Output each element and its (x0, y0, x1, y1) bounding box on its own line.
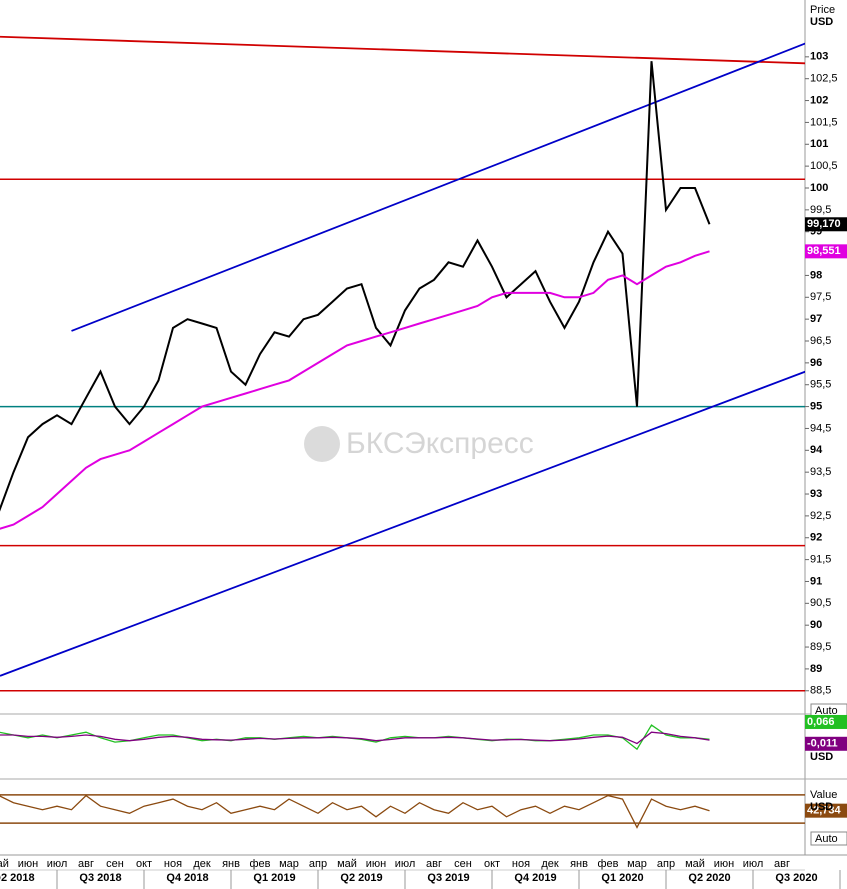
auto-button[interactable] (810, 831, 847, 846)
x-tick-label: май (0, 858, 9, 870)
x-tick-label: янв (222, 858, 240, 870)
x-tick-label: фев (249, 858, 270, 870)
x-tick-label: май (685, 858, 705, 870)
x-tick-label: дек (193, 858, 211, 870)
x-tick-label: июн (714, 858, 734, 870)
quarter-label: Q4 2019 (514, 872, 556, 884)
price-tag-label: -0,011 (807, 738, 838, 750)
x-tick-label: ноя (512, 858, 530, 870)
y-tick-label: 91 (810, 575, 822, 587)
trend-line (0, 35, 805, 65)
x-tick-label: авг (774, 858, 790, 870)
x-tick-label: окт (484, 858, 500, 870)
y-tick-label: 103 (810, 51, 828, 63)
x-tick-label: апр (657, 858, 675, 870)
y-tick-label: 95 (810, 400, 822, 412)
x-tick-label: июл (395, 858, 416, 870)
quarter-label: Q3 2019 (427, 872, 469, 884)
y-tick-label: 92 (810, 532, 822, 544)
x-tick-label: мар (279, 858, 299, 870)
x-tick-label: ноя (164, 858, 182, 870)
y-tick-label: 101,5 (810, 116, 838, 128)
x-tick-label: фев (597, 858, 618, 870)
price-tag (805, 217, 847, 232)
auto-label: Auto (815, 705, 838, 717)
plot-area (0, 35, 805, 692)
y-tick-label: 90 (810, 619, 822, 631)
plot-area (0, 794, 805, 829)
plot-area (0, 724, 710, 751)
series-line (0, 250, 710, 530)
watermark-logo (304, 426, 340, 462)
series-line (0, 731, 710, 745)
y-tick-label: 97,5 (810, 291, 831, 303)
x-tick-label: мар (627, 858, 647, 870)
quarter-label: Q2 2019 (340, 872, 382, 884)
y-tick-label: 89 (810, 663, 822, 675)
price-tag (805, 803, 847, 818)
x-tick-label: июл (743, 858, 764, 870)
quarter-label: Q2 2020 (688, 872, 730, 884)
x-tick-label: сен (106, 858, 124, 870)
y-tick-label: 90,5 (810, 597, 831, 609)
axis-unit: USD (810, 751, 833, 763)
quarter-label: Q3 2020 (775, 872, 817, 884)
quarter-label: Q2 2018 (0, 872, 35, 884)
y-tick-label: 96,5 (810, 335, 831, 347)
price-tag-label: 42,734 (807, 805, 842, 817)
watermark-text: БКСЭкспресс (346, 427, 534, 460)
axis-unit: USD (810, 16, 833, 28)
y-tick-label: 98 (810, 269, 822, 281)
y-tick-label: 96 (810, 357, 822, 369)
quarter-label: Q1 2020 (601, 872, 643, 884)
y-tick-label: 94,5 (810, 422, 831, 434)
y-tick-label: 97 (810, 313, 822, 325)
y-tick-label: 93,5 (810, 466, 831, 478)
price-tag-label: 98,551 (807, 245, 841, 257)
axis-title: Price (810, 4, 835, 16)
series-line (0, 61, 711, 512)
series-line (0, 794, 710, 829)
trend-line (71, 42, 805, 332)
axis-unit: USD (810, 801, 833, 813)
x-tick-label: авг (426, 858, 442, 870)
watermark: БКСЭкспресс (304, 426, 534, 462)
x-tick-label: янв (570, 858, 588, 870)
price-tag-label: 99,170 (807, 218, 841, 230)
y-tick-label: 100 (810, 182, 828, 194)
x-tick-label: дек (541, 858, 559, 870)
axis-title: Value (810, 789, 837, 801)
price-tag (805, 736, 847, 751)
x-tick-label: окт (136, 858, 152, 870)
y-tick-label: 100,5 (810, 160, 838, 172)
x-tick-label: авг (78, 858, 94, 870)
price-tag (805, 244, 847, 259)
y-tick-label: 93 (810, 488, 822, 500)
trend-line (0, 370, 805, 677)
price-tag (805, 714, 847, 729)
x-tick-label: май (337, 858, 357, 870)
y-tick-label: 94 (810, 444, 823, 456)
x-tick-label: апр (309, 858, 327, 870)
y-tick-label: 102,5 (810, 73, 838, 85)
price-tag-label: 0,066 (807, 716, 835, 728)
x-tick-label: июл (47, 858, 68, 870)
y-tick-label: 88,5 (810, 685, 831, 697)
quarter-label: Q4 2018 (166, 872, 208, 884)
x-tick-label: сен (454, 858, 472, 870)
y-tick-label: 91,5 (810, 554, 831, 566)
y-tick-label: 89,5 (810, 641, 831, 653)
x-tick-label: июн (366, 858, 386, 870)
auto-label: Auto (815, 833, 838, 845)
y-tick-label: 102 (810, 94, 828, 106)
quarter-label: Q1 2019 (253, 872, 295, 884)
y-tick-label: 99,5 (810, 204, 831, 216)
x-tick-label: июн (18, 858, 38, 870)
quarter-label: Q3 2018 (79, 872, 121, 884)
y-tick-label: 95,5 (810, 379, 831, 391)
y-tick-label: 101 (810, 138, 828, 150)
y-tick-label: 92,5 (810, 510, 831, 522)
